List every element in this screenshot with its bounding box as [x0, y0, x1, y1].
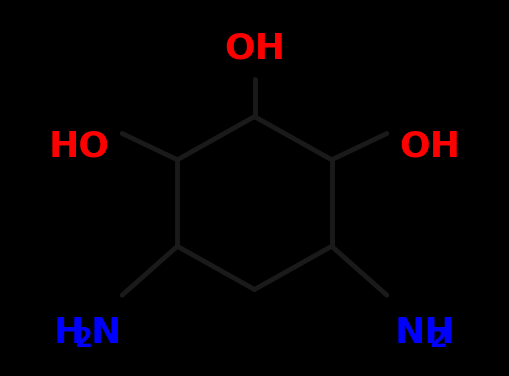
Text: OH: OH — [400, 130, 461, 164]
Text: HO: HO — [48, 130, 109, 164]
Text: 2: 2 — [75, 326, 93, 353]
Text: NH: NH — [394, 316, 455, 350]
Text: OH: OH — [224, 32, 285, 66]
Text: H: H — [53, 316, 84, 350]
Text: 2: 2 — [430, 326, 448, 353]
Text: N: N — [91, 316, 121, 350]
